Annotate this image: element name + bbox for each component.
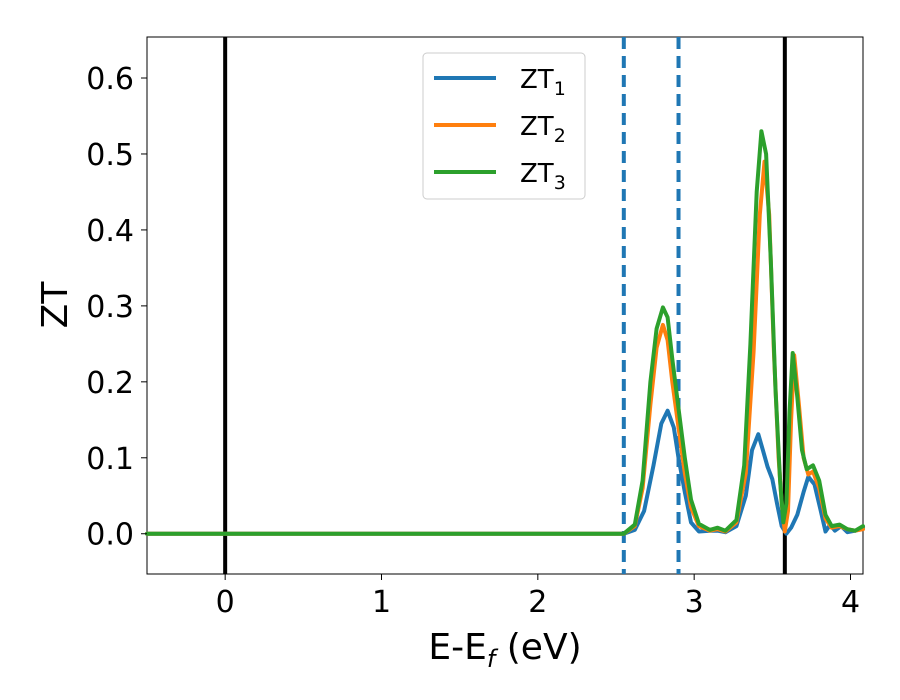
legend-label-3: ZT3 — [520, 159, 566, 194]
legend: ZT1 ZT2 ZT3 — [422, 52, 586, 200]
y-tick-label: 0.3 — [86, 290, 134, 325]
legend-box — [422, 52, 586, 200]
y-tick-label: 0.4 — [86, 214, 134, 249]
y-tick-label: 0.6 — [86, 62, 134, 97]
x-tick-label: 2 — [528, 585, 547, 620]
y-axis: 0.0 0.1 0.2 0.3 0.4 0.5 0.6 — [86, 62, 147, 553]
y-tick-label: 0.1 — [86, 442, 134, 477]
x-axis-label-unit: (eV) — [495, 627, 581, 668]
vertical-lines — [223, 37, 787, 574]
x-tick-label: 4 — [841, 585, 860, 620]
series-lines — [145, 129, 865, 536]
legend-label-1: ZT1 — [520, 65, 566, 100]
y-tick-label: 0.0 — [86, 518, 134, 553]
y-tick-label: 0.5 — [86, 138, 134, 173]
x-axis: 0 1 2 3 4 — [216, 574, 860, 620]
x-tick-label: 0 — [216, 585, 235, 620]
series-line-1 — [145, 408, 865, 536]
legend-label-2: ZT2 — [520, 112, 566, 147]
x-axis-label: E-Ef (eV) — [428, 627, 581, 673]
x-tick-label: 3 — [685, 585, 704, 620]
x-tick-label: 1 — [372, 585, 391, 620]
x-axis-label-main: E-E — [428, 627, 486, 668]
y-tick-label: 0.2 — [86, 366, 134, 401]
series-line-3 — [145, 129, 865, 536]
y-axis-label: ZT — [35, 281, 76, 329]
series-line-2 — [145, 159, 865, 536]
